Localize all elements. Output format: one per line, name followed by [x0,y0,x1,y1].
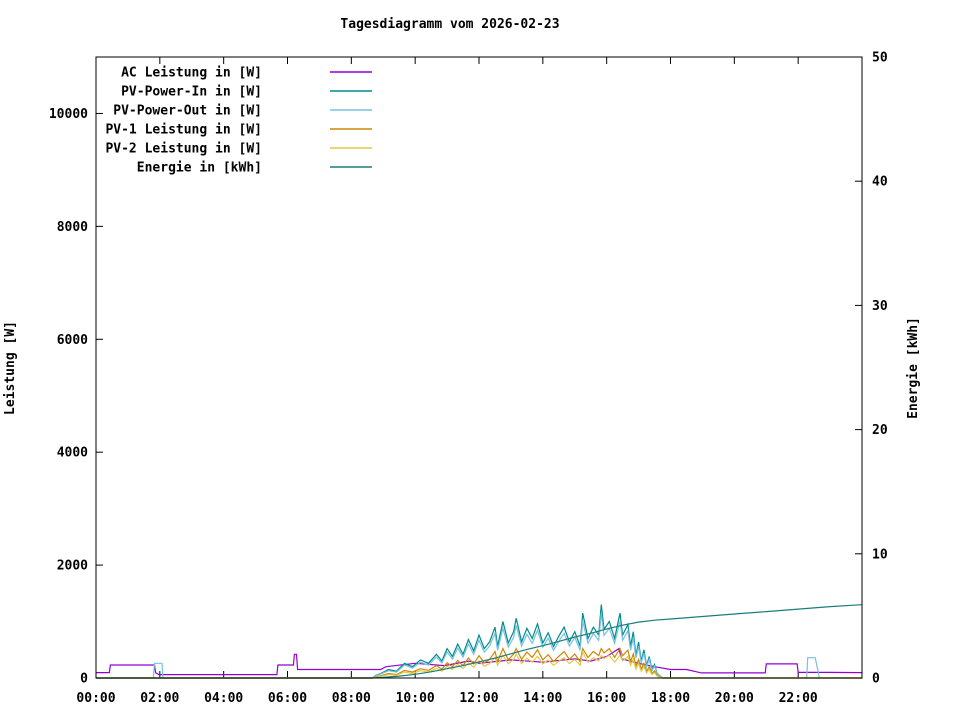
x-tick-label: 14:00 [523,691,562,706]
x-tick-label: 04:00 [204,691,243,706]
y-left-tick-label: 2000 [57,559,88,574]
series-pv1 [96,646,862,679]
series-pv2 [96,650,862,679]
x-tick-label: 10:00 [396,691,435,706]
y-right-tick-label: 30 [872,299,888,314]
y-left-tick-label: 8000 [57,220,88,235]
chart-title: Tagesdiagramm vom 2026-02-23 [340,17,559,32]
series-pv_in [96,604,862,679]
x-tick-label: 06:00 [268,691,307,706]
series-pv_out [96,613,862,679]
series-energy [96,604,863,679]
y-right-tick-label: 40 [872,175,888,190]
x-tick-label: 22:00 [779,691,818,706]
y-left-tick-label: 4000 [57,446,88,461]
x-tick-label: 00:00 [76,691,115,706]
x-tick-label: 20:00 [715,691,754,706]
plot-border [95,56,863,679]
y-right-tick-label: 20 [872,423,888,438]
legend-label-pv_in: PV-Power-In in [W] [121,85,262,100]
left-axis-label: Leistung [W] [3,321,18,415]
x-tick-label: 18:00 [651,691,690,706]
y-left-tick-label: 10000 [49,107,88,122]
x-tick-label: 16:00 [587,691,626,706]
x-tick-label: 12:00 [459,691,498,706]
legend-label-energy: Energie in [kWh] [137,161,262,176]
right-axis-label: Energie [kWh] [906,317,921,419]
series-ac [96,647,863,676]
legend-label-pv2: PV-2 Leistung in [W] [105,142,262,157]
legend-label-pv1: PV-1 Leistung in [W] [105,123,262,138]
y-left-tick-label: 0 [80,672,88,687]
x-tick-label: 02:00 [140,691,179,706]
y-left-tick-label: 6000 [57,333,88,348]
y-right-tick-label: 0 [872,672,880,687]
legend-label-ac: AC Leistung in [W] [121,66,262,81]
y-right-tick-label: 50 [872,51,888,66]
x-tick-label: 08:00 [332,691,371,706]
legend-label-pv_out: PV-Power-Out in [W] [113,104,262,119]
y-right-tick-label: 10 [872,547,888,562]
